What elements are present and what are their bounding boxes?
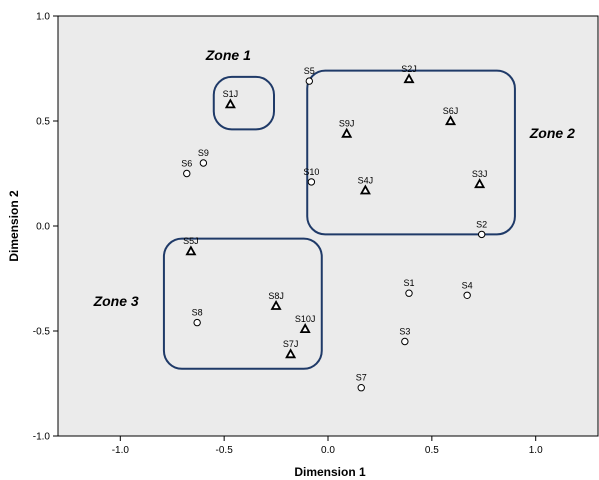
point-marker-circle bbox=[193, 318, 201, 327]
point-label: S6 bbox=[181, 159, 192, 169]
point-marker-circle bbox=[199, 159, 208, 167]
point-label: S1 bbox=[403, 278, 414, 288]
zone-label: Zone 1 bbox=[205, 47, 251, 63]
y-axis-title: Dimension 2 bbox=[7, 190, 21, 262]
point-label: S4 bbox=[462, 280, 473, 290]
point-marker-circle bbox=[307, 178, 316, 186]
y-tick-label: 1.0 bbox=[36, 12, 50, 23]
point-marker-triangle bbox=[270, 299, 282, 310]
point-marker-circle bbox=[305, 77, 314, 85]
x-tick-label: -0.5 bbox=[216, 445, 234, 456]
axis-ticks: -1.0 -0.5 0.0 0.5 1.0 -1.0 -0.5 0.0 0.5 1.0 bbox=[33, 12, 543, 457]
y-tick-label: -0.5 bbox=[33, 327, 51, 338]
point-label: S10J bbox=[295, 314, 316, 324]
point-label: S9 bbox=[198, 148, 209, 158]
y-tick-label: 0.0 bbox=[36, 222, 50, 233]
point-marker-circle bbox=[463, 291, 471, 299]
point-label: S10 bbox=[303, 167, 319, 177]
zone-label: Zone 2 bbox=[529, 125, 575, 141]
point-label: S8J bbox=[268, 291, 284, 301]
x-axis-title: Dimension 1 bbox=[294, 465, 366, 479]
zone-label: Zone 3 bbox=[93, 293, 139, 309]
point-label: S6J bbox=[443, 106, 459, 116]
point-marker-circle bbox=[357, 384, 365, 392]
zone-box bbox=[212, 75, 275, 131]
zones: Zone 1 Zone 2 Zone 3 bbox=[93, 47, 575, 370]
zone-box bbox=[162, 237, 323, 370]
x-tick-label: -1.0 bbox=[112, 445, 130, 456]
point-label: S2J bbox=[401, 64, 417, 74]
point-marker-circle bbox=[401, 337, 409, 346]
point-marker-triangle bbox=[341, 127, 353, 138]
point-label: S5 bbox=[304, 66, 315, 76]
point-label: S4J bbox=[358, 175, 374, 185]
point-marker-triangle bbox=[359, 184, 371, 195]
point-marker-circle bbox=[477, 230, 486, 239]
point-label: S7 bbox=[356, 373, 367, 383]
point-label: S9J bbox=[339, 119, 355, 129]
point-label: S7J bbox=[283, 339, 299, 349]
y-tick-label: 0.5 bbox=[36, 117, 50, 128]
point-label: S5J bbox=[183, 236, 199, 246]
x-tick-label: 0.0 bbox=[321, 445, 335, 456]
zone-box bbox=[306, 69, 516, 236]
point-label: S1J bbox=[223, 89, 239, 99]
data-points: S1 S2 S3 S4 S5 S6 S7 S8 S9 S10 S1J S2J S3J S4J S5J S6J S… bbox=[181, 64, 488, 392]
point-label: S8 bbox=[192, 308, 203, 318]
point-label: S3 bbox=[399, 327, 410, 337]
x-tick-label: 1.0 bbox=[529, 445, 543, 456]
point-marker-triangle bbox=[224, 98, 236, 109]
point-marker-triangle bbox=[403, 73, 415, 84]
plot-area bbox=[57, 15, 599, 437]
point-label: S3J bbox=[472, 169, 488, 179]
point-marker-triangle bbox=[285, 348, 297, 359]
y-tick-label: -1.0 bbox=[33, 432, 51, 443]
point-marker-triangle bbox=[185, 245, 197, 256]
point-marker-triangle bbox=[445, 115, 457, 126]
point-marker-triangle bbox=[474, 178, 486, 189]
x-tick-label: 0.5 bbox=[425, 445, 439, 456]
point-label: S2 bbox=[476, 219, 487, 229]
point-marker-circle bbox=[405, 289, 413, 297]
point-marker-circle bbox=[183, 169, 191, 178]
point-marker-triangle bbox=[299, 323, 311, 334]
